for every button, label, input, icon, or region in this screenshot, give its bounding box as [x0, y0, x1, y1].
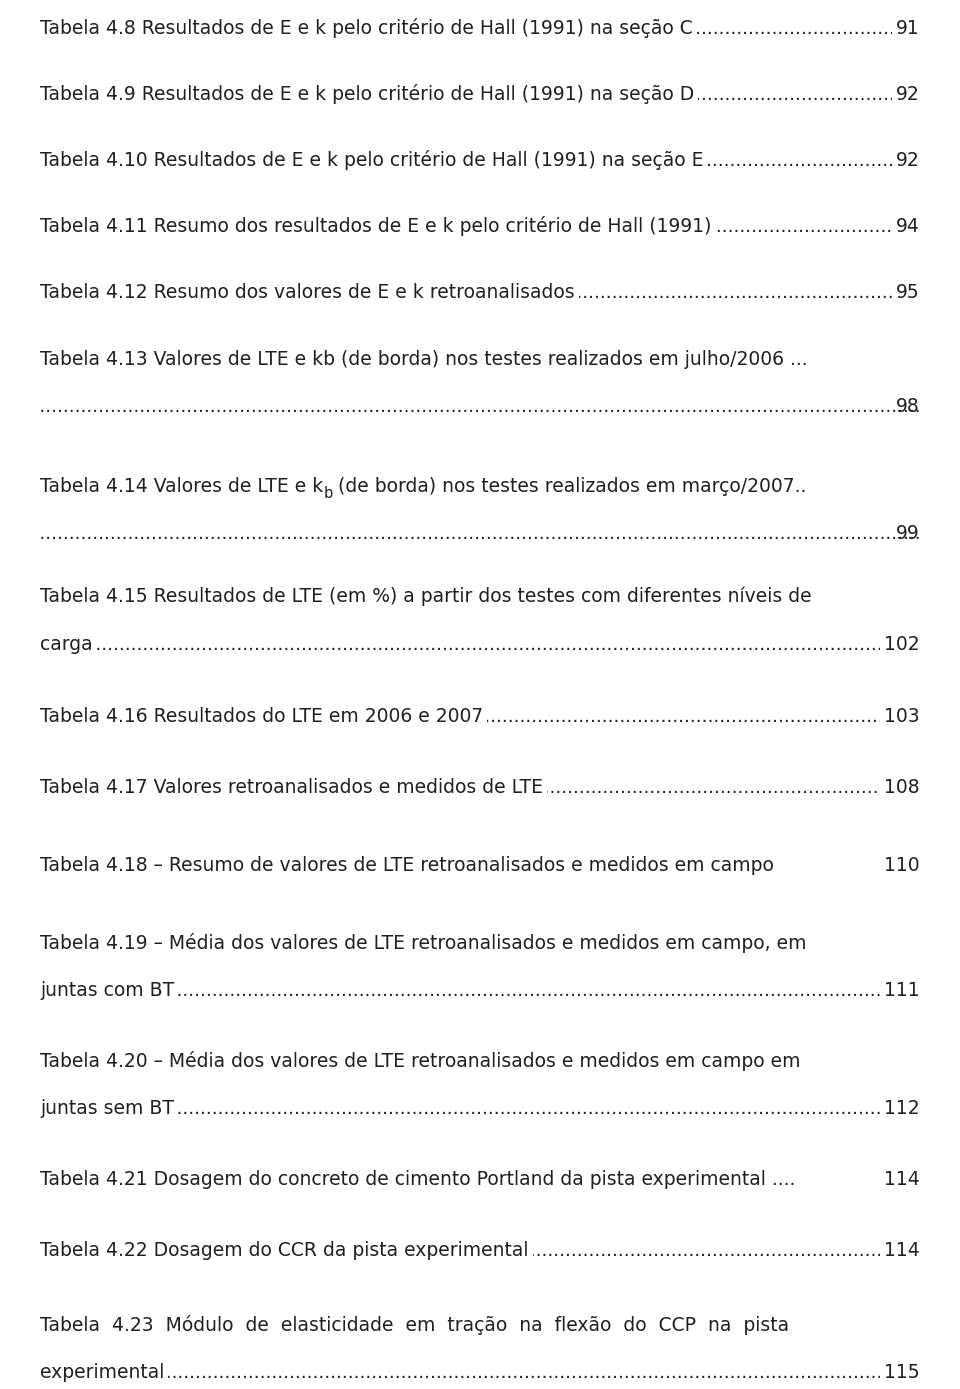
- Text: ................................................................................: ........................................…: [0, 525, 960, 543]
- Text: 92: 92: [897, 85, 920, 104]
- Text: Tabela 4.14 Valores de LTE e k: Tabela 4.14 Valores de LTE e k: [40, 476, 324, 496]
- Text: 110: 110: [884, 856, 920, 875]
- Text: 103: 103: [884, 707, 920, 726]
- Text: Tabela 4.10 Resultados de E e k pelo critério de Hall (1991) na seção E: Tabela 4.10 Resultados de E e k pelo cri…: [40, 150, 704, 169]
- Text: ................................................................................: ........................................…: [0, 778, 960, 797]
- Text: 94: 94: [896, 217, 920, 236]
- Text: 95: 95: [897, 283, 920, 301]
- Text: 102: 102: [884, 635, 920, 653]
- Text: 98: 98: [897, 397, 920, 417]
- Text: 115: 115: [884, 1364, 920, 1382]
- Bar: [708, 156, 892, 181]
- Text: ................................................................................: ........................................…: [0, 85, 960, 104]
- Text: 114: 114: [884, 1170, 920, 1189]
- Text: Tabela 4.9 Resultados de E e k pelo critério de Hall (1991) na seção D: Tabela 4.9 Resultados de E e k pelo crit…: [40, 83, 694, 104]
- Text: 111: 111: [884, 982, 920, 1000]
- Text: Tabela 4.20 – Média dos valores de LTE retroanalisados e medidos em campo em: Tabela 4.20 – Média dos valores de LTE r…: [40, 1051, 801, 1071]
- Text: ................................................................................: ........................................…: [0, 19, 960, 38]
- Text: juntas com BT: juntas com BT: [40, 982, 175, 1000]
- Text: Tabela 4.16 Resultados do LTE em 2006 e 2007: Tabela 4.16 Resultados do LTE em 2006 e …: [40, 707, 483, 726]
- Text: Tabela 4.18 – Resumo de valores de LTE retroanalisados e medidos em campo: Tabela 4.18 – Resumo de valores de LTE r…: [40, 856, 774, 875]
- Text: Tabela 4.15 Resultados de LTE (em %) a partir dos testes com diferentes níveis d: Tabela 4.15 Resultados de LTE (em %) a p…: [40, 586, 811, 606]
- Text: Tabela 4.8 Resultados de E e k pelo critério de Hall (1991) na seção C: Tabela 4.8 Resultados de E e k pelo crit…: [40, 18, 693, 38]
- Bar: [40, 529, 920, 554]
- Text: experimental: experimental: [40, 1364, 164, 1382]
- Text: Tabela 4.12 Resumo dos valores de E e k retroanalisados: Tabela 4.12 Resumo dos valores de E e k …: [40, 283, 575, 301]
- Text: b: b: [324, 486, 332, 501]
- Bar: [697, 24, 892, 49]
- Bar: [533, 1246, 880, 1271]
- Text: ................................................................................: ........................................…: [0, 1240, 960, 1260]
- Text: 112: 112: [884, 1100, 920, 1118]
- Text: Tabela 4.19 – Média dos valores de LTE retroanalisados e medidos em campo, em: Tabela 4.19 – Média dos valores de LTE r…: [40, 933, 806, 953]
- Bar: [488, 713, 880, 738]
- Text: Tabela  4.23  Módulo  de  elasticidade  em  tração  na  flexão  do  CCP  na  pis: Tabela 4.23 Módulo de elasticidade em tr…: [40, 1315, 789, 1335]
- Bar: [698, 90, 892, 115]
- Text: ................................................................................: ........................................…: [0, 707, 960, 726]
- Text: (de borda) nos testes realizados em março/2007..: (de borda) nos testes realizados em març…: [332, 476, 806, 496]
- Bar: [579, 288, 892, 313]
- Bar: [179, 986, 880, 1011]
- Bar: [547, 783, 880, 808]
- Bar: [178, 1104, 880, 1129]
- Text: juntas sem BT: juntas sem BT: [40, 1100, 174, 1118]
- Text: Tabela 4.22 Dosagem do CCR da pista experimental: Tabela 4.22 Dosagem do CCR da pista expe…: [40, 1240, 529, 1260]
- Bar: [168, 1368, 880, 1389]
- Text: ................................................................................: ........................................…: [0, 217, 960, 236]
- Text: ................................................................................: ........................................…: [0, 1364, 960, 1382]
- Text: ................................................................................: ........................................…: [0, 283, 960, 301]
- Text: ................................................................................: ........................................…: [0, 982, 960, 1000]
- Bar: [715, 222, 892, 247]
- Text: ................................................................................: ........................................…: [0, 635, 960, 653]
- Text: 114: 114: [884, 1240, 920, 1260]
- Text: 91: 91: [897, 19, 920, 38]
- Text: ................................................................................: ........................................…: [0, 151, 960, 169]
- Text: Tabela 4.11 Resumo dos resultados de E e k pelo critério de Hall (1991): Tabela 4.11 Resumo dos resultados de E e…: [40, 217, 711, 236]
- Text: 99: 99: [897, 525, 920, 543]
- Text: ................................................................................: ........................................…: [0, 1100, 960, 1118]
- Text: carga: carga: [40, 635, 92, 653]
- Text: 92: 92: [897, 151, 920, 169]
- Text: Tabela 4.13 Valores de LTE e kb (de borda) nos testes realizados em julho/2006 .: Tabela 4.13 Valores de LTE e kb (de bord…: [40, 350, 807, 369]
- Text: ................................................................................: ........................................…: [0, 397, 960, 417]
- Bar: [40, 403, 920, 428]
- Text: Tabela 4.17 Valores retroanalisados e medidos de LTE: Tabela 4.17 Valores retroanalisados e me…: [40, 778, 543, 797]
- Text: Tabela 4.21 Dosagem do concreto de cimento Portland da pista experimental ....: Tabela 4.21 Dosagem do concreto de cimen…: [40, 1170, 796, 1189]
- Bar: [97, 639, 880, 664]
- Text: 108: 108: [884, 778, 920, 797]
